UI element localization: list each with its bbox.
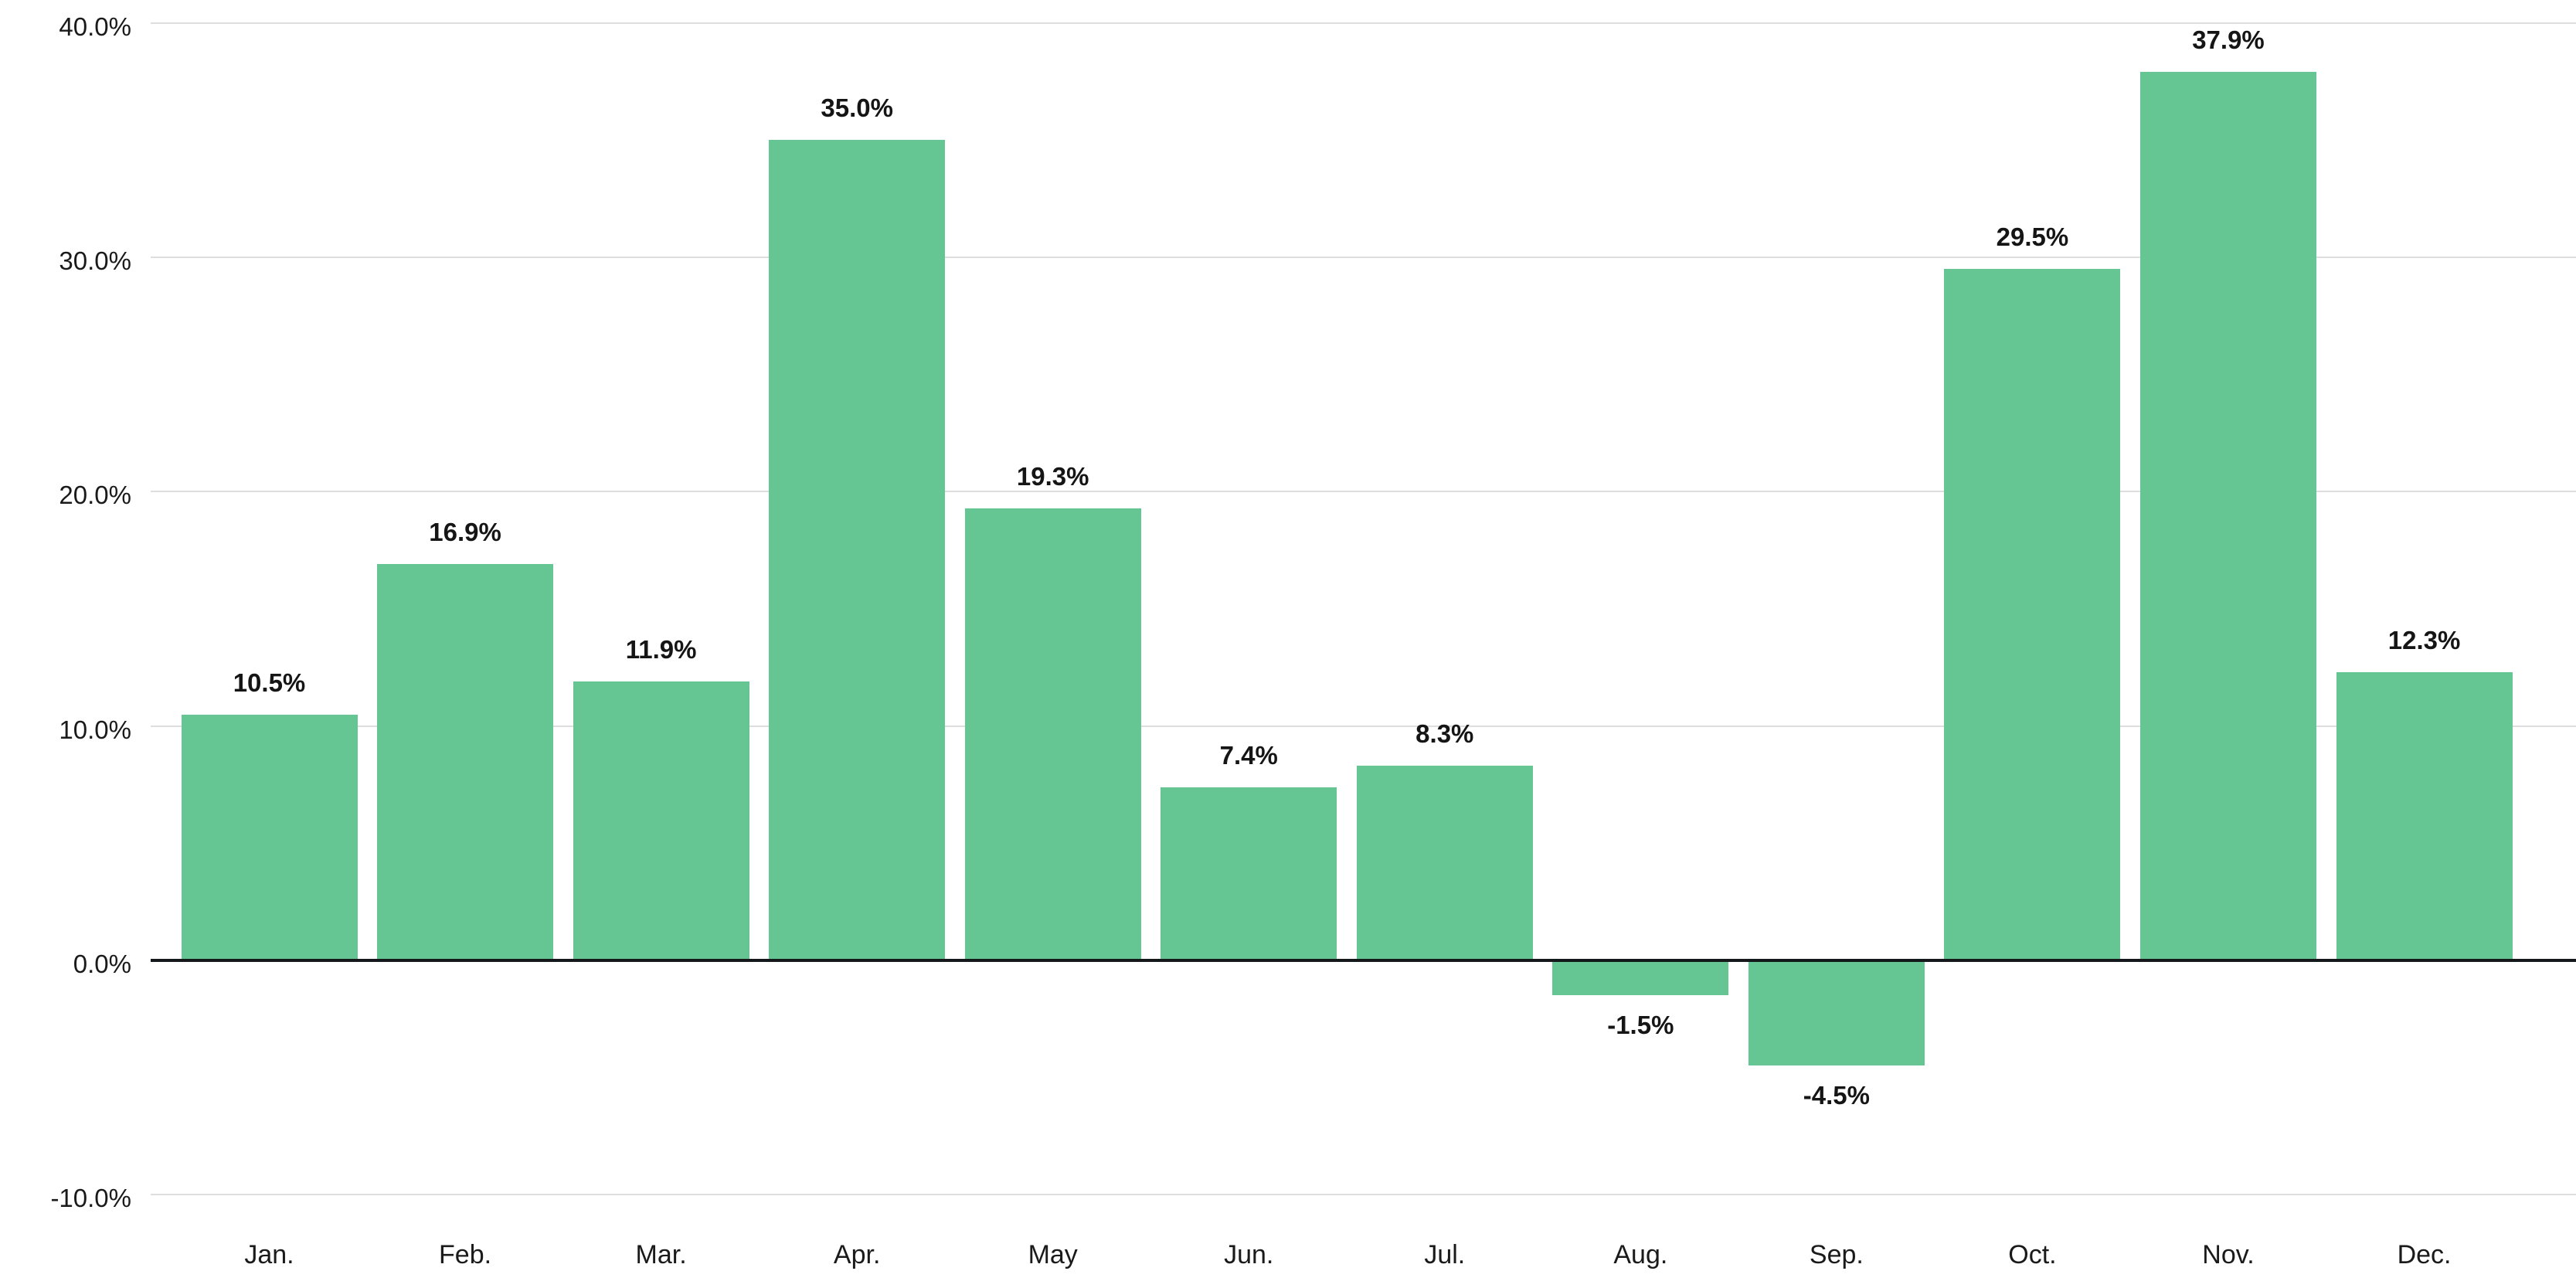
x-axis-label: Apr. <box>833 1240 881 1269</box>
x-axis-label: Jun. <box>1224 1240 1274 1269</box>
x-axis-label: Oct. <box>2008 1240 2057 1269</box>
x-axis-label: Jul. <box>1424 1240 1466 1269</box>
bar <box>1748 960 1925 1066</box>
x-axis-label: Dec. <box>2397 1240 2452 1269</box>
gridline <box>151 491 2576 493</box>
y-tick-label: 0.0% <box>73 950 131 978</box>
bar-value-label: 16.9% <box>429 518 501 547</box>
y-tick-label: 10.0% <box>59 715 131 744</box>
gridline <box>151 22 2576 24</box>
bar <box>1552 960 1729 996</box>
x-axis-label: Mar. <box>635 1240 687 1269</box>
bar-value-label: -1.5% <box>1607 1011 1674 1040</box>
bar <box>964 508 1141 962</box>
bar-value-label: 10.5% <box>233 668 306 697</box>
bar-value-label: 7.4% <box>1219 740 1278 770</box>
bar-value-label: 29.5% <box>1996 223 2069 252</box>
x-axis-label: Sep. <box>1809 1240 1864 1269</box>
x-axis-label: Feb. <box>439 1240 492 1269</box>
y-tick-label: 20.0% <box>59 481 131 510</box>
bar <box>573 681 749 962</box>
bar <box>181 714 358 962</box>
y-tick-label: 30.0% <box>59 246 131 276</box>
bar-value-label: 37.9% <box>2192 25 2265 55</box>
x-axis-label: Nov. <box>2202 1240 2255 1269</box>
bar-value-label: 8.3% <box>1415 719 1474 749</box>
bar <box>1356 766 1533 962</box>
y-tick-label: 40.0% <box>59 12 131 41</box>
bar <box>769 140 946 962</box>
bar <box>2336 671 2513 962</box>
bar-value-label: 12.3% <box>2387 625 2461 654</box>
bar-value-label: 19.3% <box>1016 461 1089 491</box>
gridline <box>151 1194 2576 1196</box>
bar <box>2140 72 2316 962</box>
bar-value-label: -4.5% <box>1803 1081 1870 1110</box>
x-axis-label: Aug. <box>1613 1240 1668 1269</box>
bar-value-label: 35.0% <box>821 93 893 123</box>
bar <box>1944 269 2121 962</box>
gridline <box>151 725 2576 727</box>
bar <box>1161 787 1337 962</box>
x-axis-label: Jan. <box>244 1240 294 1269</box>
zero-baseline <box>151 959 2576 962</box>
bar-value-label: 11.9% <box>625 635 697 664</box>
y-tick-label: -10.0% <box>50 1184 131 1213</box>
x-axis-label: May <box>1028 1240 1078 1269</box>
gridline <box>151 257 2576 259</box>
bar <box>377 564 554 962</box>
